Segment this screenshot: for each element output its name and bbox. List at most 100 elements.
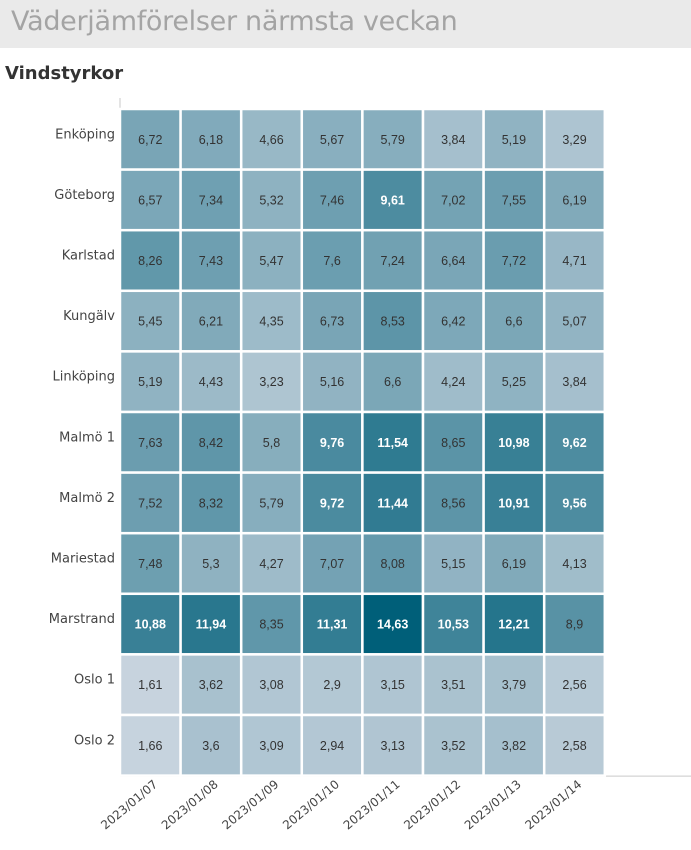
cell-value-label: 8,35 [259,618,283,632]
x-tick-label: 2023/01/11 [341,777,403,832]
cell-value-label: 4,13 [562,557,586,571]
cell-value-label: 3,23 [259,375,283,389]
heatmap-cell[interactable] [542,410,607,474]
heatmap-cell[interactable] [361,471,425,535]
heatmap-cell[interactable] [421,713,485,777]
cell-value-label: 9,61 [381,193,405,207]
cell-value-label: 6,72 [138,133,162,147]
cell-value-label: 9,56 [562,496,586,510]
cell-value-label: 6,19 [502,557,526,571]
cell-value-label: 4,27 [259,557,283,571]
heatmap-cell[interactable] [542,289,607,353]
heatmap-cell[interactable] [482,713,546,777]
cell-value-label: 6,18 [199,133,223,147]
cell-value-label: 5,19 [502,133,526,147]
cell-value-label: 3,29 [562,133,586,147]
cell-value-label: 6,6 [505,315,522,329]
heatmap-cell[interactable] [482,592,546,656]
heatmap-cell[interactable] [118,471,182,535]
cell-value-label: 1,66 [138,739,162,753]
cell-value-label: 7,48 [138,557,162,571]
cell-value-label: 10,88 [135,618,166,632]
cell-value-label: 7,55 [502,193,526,207]
heatmap-cell[interactable] [179,471,243,535]
cell-value-label: 11,44 [377,496,408,510]
cell-value-label: 3,84 [562,375,586,389]
cell-value-label: 2,58 [562,739,586,753]
heatmap-cell[interactable] [300,289,364,353]
heatmap-cell[interactable] [179,350,243,414]
cell-value-label: 8,42 [199,436,223,450]
cell-value-label: 4,71 [562,254,586,268]
cell-value-label: 8,53 [381,315,405,329]
heatmap-cell[interactable] [482,107,546,171]
heatmap-cell[interactable] [179,289,243,353]
heatmap-cell[interactable] [361,592,425,656]
heatmap-cell[interactable] [421,471,485,535]
cell-value-label: 5,45 [138,315,162,329]
heatmap-cell[interactable] [300,168,364,232]
heatmap-cell[interactable] [300,350,364,414]
heatmap-cell[interactable] [361,713,425,777]
heatmap-cell[interactable] [361,168,425,232]
heatmap-cell[interactable] [239,592,304,656]
cell-value-label: 11,31 [317,618,348,632]
x-tick-label: 2023/01/08 [159,777,221,832]
heatmap-cell[interactable] [542,107,607,171]
cell-value-label: 3,6 [202,739,219,753]
heatmap-cell[interactable] [542,592,607,656]
y-tick-label: Oslo 2 [74,733,115,748]
heatmap-cell[interactable] [542,531,607,596]
y-tick-label: Enköping [55,127,115,142]
y-tick-label: Kungälv [63,309,115,324]
heatmap-cell[interactable] [300,713,364,777]
y-tick-label: Karlstad [62,249,115,264]
chart-title: Vindstyrkor [5,63,124,84]
x-tick-label: 2023/01/13 [462,777,524,832]
x-tick-label: 2023/01/14 [522,777,584,832]
cell-value-label: 9,62 [562,436,586,450]
cell-value-label: 6,57 [138,193,162,207]
y-tick-label: Marstrand [49,612,115,627]
heatmap-cell[interactable] [239,350,304,414]
cell-value-label: 5,32 [259,193,283,207]
heatmap-cell[interactable] [239,289,304,353]
heatmap-cell[interactable] [421,289,485,353]
heatmap-cell[interactable] [542,168,607,232]
cell-value-label: 5,07 [562,315,586,329]
cell-value-label: 8,32 [199,496,223,510]
cell-value-label: 12,21 [498,618,529,632]
cell-value-label: 9,72 [320,496,344,510]
cell-value-label: 5,15 [441,557,465,571]
cell-value-label: 3,82 [502,739,526,753]
cell-value-label: 6,6 [384,375,401,389]
heatmap-cell[interactable] [239,653,304,717]
cell-value-label: 11,94 [196,618,227,632]
heatmap-cell[interactable] [542,713,607,777]
cell-value-label: 7,34 [199,193,223,207]
page-header: Väderjämförelser närmsta veckan [0,0,691,48]
cell-value-label: 8,9 [566,618,583,632]
cell-value-label: 14,63 [377,618,408,632]
heatmap-cell[interactable] [542,350,607,414]
heatmap-cell[interactable] [118,168,182,232]
cell-value-label: 3,79 [502,678,526,692]
cell-value-label: 5,67 [320,133,344,147]
cell-value-label: 6,73 [320,315,344,329]
cell-value-label: 5,3 [202,557,219,571]
cell-value-label: 7,63 [138,436,162,450]
cell-value-label: 3,08 [259,678,283,692]
heatmap-cell[interactable] [300,531,364,596]
cell-value-label: 4,24 [441,375,465,389]
heatmap-cell[interactable] [421,653,485,717]
cell-value-label: 1,61 [138,678,162,692]
heatmap-cell[interactable] [361,531,425,596]
heatmap-cell[interactable] [421,410,485,474]
cell-value-label: 3,52 [441,739,465,753]
cell-value-label: 3,84 [441,133,465,147]
heatmap-cell[interactable] [239,471,304,535]
cell-value-label: 5,25 [502,375,526,389]
y-tick-label: Göteborg [54,188,115,203]
y-tick-label: Linköping [53,370,115,385]
cell-value-label: 8,65 [441,436,465,450]
